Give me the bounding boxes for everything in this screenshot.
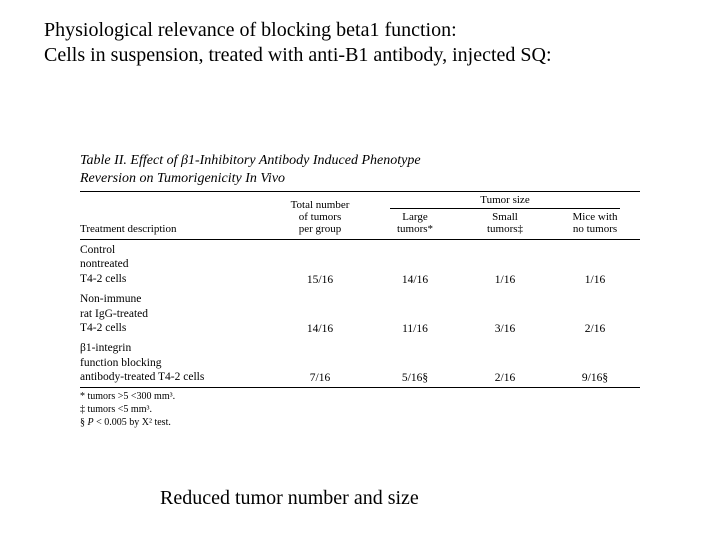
table-footnotes: * tumors >5 <300 mm³. ‡ tumors <5 mm³. §… <box>80 388 640 429</box>
col-header-large: Large tumors* <box>370 209 460 239</box>
cell-total: 14/16 <box>270 323 370 338</box>
col-header-total: Total number of tumors per group <box>270 197 370 239</box>
cell-small: 2/16 <box>460 372 550 387</box>
col-header-small: Small tumors‡ <box>460 209 550 239</box>
cell-small: 1/16 <box>460 274 550 289</box>
cell-total: 7/16 <box>270 372 370 387</box>
slide-header: Physiological relevance of blocking beta… <box>44 18 552 68</box>
cell-treatment: β1-integrin function blocking antibody-t… <box>80 338 270 387</box>
table-row: β1-integrin function blocking antibody-t… <box>80 338 640 387</box>
data-table: Table II. Effect of β1-Inhibitory Antibo… <box>80 152 640 429</box>
cell-none: 9/16§ <box>550 372 640 387</box>
header-line-2: Cells in suspension, treated with anti-B… <box>44 43 552 68</box>
cell-treatment: Control nontreated T4-2 cells <box>80 240 270 289</box>
cell-large: 11/16 <box>370 323 460 338</box>
footnote-1: * tumors >5 <300 mm³. <box>80 390 640 403</box>
table-title-line-2: Reversion on Tumorigenicity In Vivo <box>80 170 640 188</box>
col-header-none: Mice with no tumors <box>550 209 640 239</box>
col-header-treatment: Treatment description <box>80 207 270 239</box>
table-body: Control nontreated T4-2 cells 15/16 14/1… <box>80 240 640 388</box>
col-header-size-group: Tumor size Large tumors* Small tumors‡ M… <box>370 192 640 239</box>
table-row: Control nontreated T4-2 cells 15/16 14/1… <box>80 240 640 289</box>
footnote-2: ‡ tumors <5 mm³. <box>80 403 640 416</box>
header-line-1: Physiological relevance of blocking beta… <box>44 18 552 43</box>
table-head: Treatment description Total number of tu… <box>80 191 640 240</box>
cell-none: 2/16 <box>550 323 640 338</box>
cell-treatment: Non-immune rat IgG-treated T4-2 cells <box>80 289 270 338</box>
footnote-3: § P < 0.005 by X² test. <box>80 416 640 429</box>
conclusion-text: Reduced tumor number and size <box>160 487 419 510</box>
table-title: Table II. Effect of β1-Inhibitory Antibo… <box>80 152 640 191</box>
cell-none: 1/16 <box>550 274 640 289</box>
table-row: Non-immune rat IgG-treated T4-2 cells 14… <box>80 289 640 338</box>
cell-large: 14/16 <box>370 274 460 289</box>
col-header-size: Tumor size <box>370 192 640 208</box>
cell-small: 3/16 <box>460 323 550 338</box>
cell-total: 15/16 <box>270 274 370 289</box>
table-title-line-1: Table II. Effect of β1-Inhibitory Antibo… <box>80 152 640 170</box>
cell-large: 5/16§ <box>370 372 460 387</box>
